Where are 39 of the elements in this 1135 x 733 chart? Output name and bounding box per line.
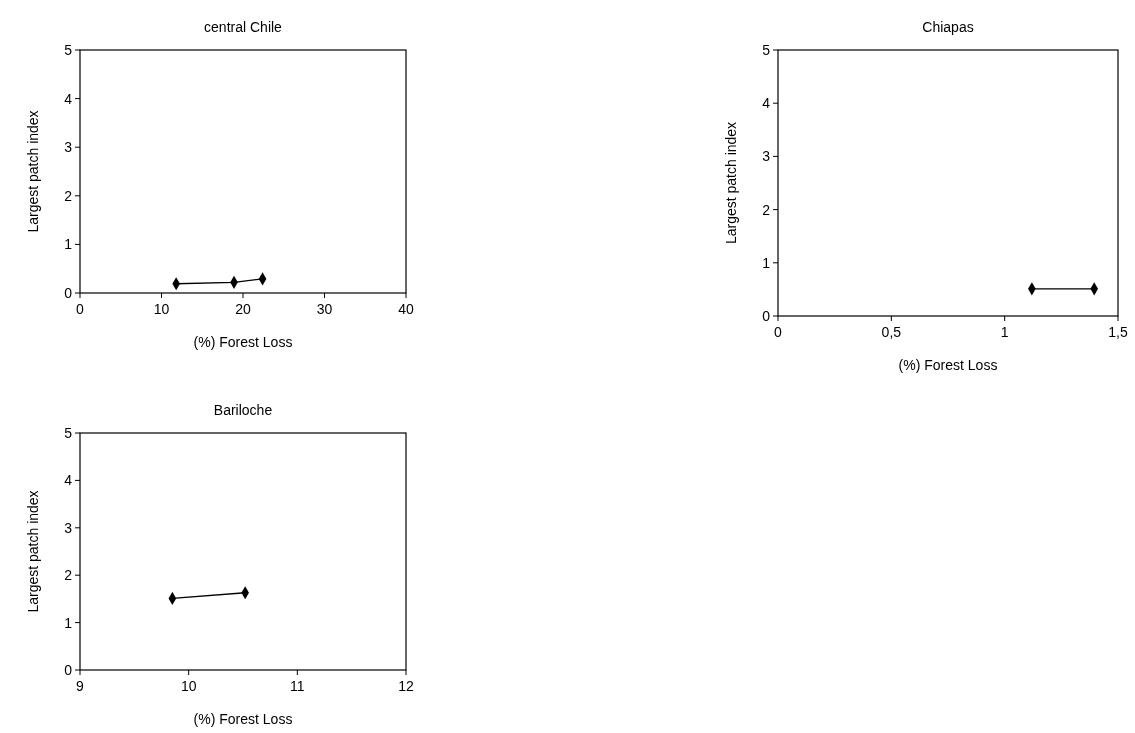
y-tick-label: 2 — [64, 567, 73, 584]
x-tick-label: 0,5 — [881, 324, 902, 340]
y-tick-label: 5 — [64, 425, 73, 441]
x-axis-title: (%) Forest Loss — [193, 711, 293, 727]
x-tick-label: 40 — [398, 301, 414, 317]
y-axis-title: Largest patch index — [723, 121, 739, 245]
y-tick-label: 3 — [64, 519, 73, 536]
y-tick-label: 2 — [64, 187, 73, 204]
x-tick-label: 1 — [1000, 324, 1009, 340]
chart-title: central Chile — [204, 19, 283, 35]
x-tick-label: 10 — [153, 301, 170, 317]
x-tick-label: 20 — [235, 301, 251, 317]
y-tick-label: 0 — [64, 662, 73, 678]
y-tick-label: 5 — [762, 42, 771, 58]
y-tick-label: 4 — [64, 90, 73, 107]
y-axis-title: Largest patch index — [25, 110, 41, 233]
y-tick-label: 0 — [64, 285, 73, 301]
x-tick-label: 30 — [316, 301, 333, 317]
x-tick-label: 10 — [180, 678, 197, 694]
chart-title: Chiapas — [922, 19, 974, 35]
x-axis-title: (%) Forest Loss — [193, 334, 293, 350]
x-axis-title: (%) Forest Loss — [898, 357, 998, 373]
y-tick-label: 1 — [762, 254, 771, 271]
y-tick-label: 1 — [64, 614, 73, 631]
y-tick-label: 1 — [64, 236, 73, 253]
chart-title: Bariloche — [213, 402, 273, 418]
x-tick-label: 11 — [290, 678, 305, 694]
x-tick-label: 12 — [398, 678, 414, 694]
y-tick-label: 4 — [762, 95, 771, 112]
x-tick-label: 9 — [76, 678, 85, 694]
y-tick-label: 3 — [762, 148, 771, 165]
y-tick-label: 2 — [762, 201, 771, 218]
x-tick-label: 0 — [774, 324, 783, 340]
x-tick-label: 1,5 — [1108, 324, 1128, 340]
y-tick-label: 5 — [64, 42, 73, 58]
y-tick-label: 3 — [64, 139, 73, 156]
y-axis-title: Largest patch index — [25, 490, 41, 613]
y-tick-label: 4 — [64, 472, 73, 489]
x-tick-label: 0 — [76, 301, 85, 317]
